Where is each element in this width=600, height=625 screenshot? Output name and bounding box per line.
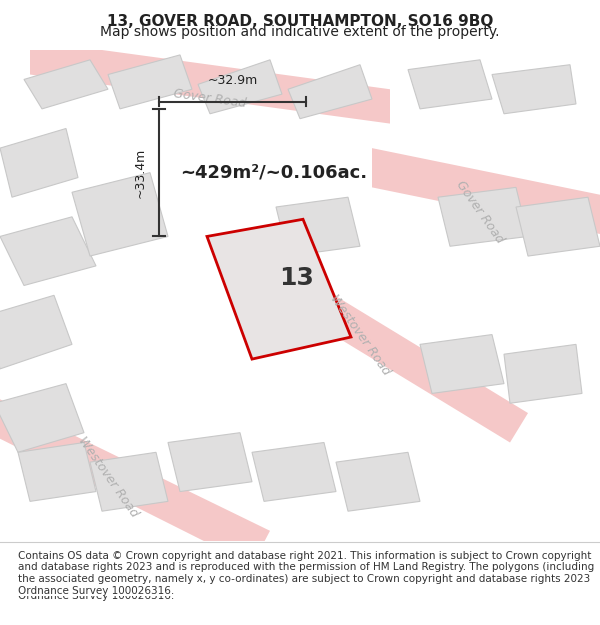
Polygon shape bbox=[492, 65, 576, 114]
Text: Gover Road: Gover Road bbox=[173, 88, 247, 111]
Polygon shape bbox=[288, 65, 372, 119]
Polygon shape bbox=[0, 394, 270, 565]
Polygon shape bbox=[0, 295, 72, 369]
Text: ~429m²/~0.106ac.: ~429m²/~0.106ac. bbox=[180, 164, 367, 182]
Polygon shape bbox=[0, 384, 84, 452]
Polygon shape bbox=[108, 55, 192, 109]
Polygon shape bbox=[420, 334, 504, 394]
Polygon shape bbox=[168, 432, 252, 491]
Polygon shape bbox=[207, 219, 351, 359]
Polygon shape bbox=[252, 442, 336, 501]
Polygon shape bbox=[72, 173, 168, 256]
Polygon shape bbox=[516, 198, 600, 256]
Polygon shape bbox=[18, 442, 96, 501]
Text: Westover Road: Westover Road bbox=[328, 292, 392, 378]
Text: 13, GOVER ROAD, SOUTHAMPTON, SO16 9BQ: 13, GOVER ROAD, SOUTHAMPTON, SO16 9BQ bbox=[107, 14, 493, 29]
Polygon shape bbox=[90, 452, 168, 511]
Polygon shape bbox=[438, 188, 528, 246]
Polygon shape bbox=[24, 60, 108, 109]
Text: ~32.9m: ~32.9m bbox=[208, 74, 257, 87]
Text: Map shows position and indicative extent of the property.: Map shows position and indicative extent… bbox=[100, 25, 500, 39]
Polygon shape bbox=[276, 198, 360, 256]
Text: ~33.4m: ~33.4m bbox=[134, 148, 147, 198]
Polygon shape bbox=[30, 40, 390, 124]
Polygon shape bbox=[372, 148, 600, 236]
Polygon shape bbox=[228, 241, 528, 442]
Text: 13: 13 bbox=[279, 266, 314, 290]
Polygon shape bbox=[336, 452, 420, 511]
Text: Contains OS data © Crown copyright and database right 2021. This information is : Contains OS data © Crown copyright and d… bbox=[18, 551, 594, 596]
Text: Contains OS data © Crown copyright and database right 2021. This information is : Contains OS data © Crown copyright and d… bbox=[18, 556, 594, 601]
Polygon shape bbox=[198, 60, 282, 114]
Polygon shape bbox=[0, 129, 78, 198]
Polygon shape bbox=[0, 217, 96, 286]
Polygon shape bbox=[408, 60, 492, 109]
Text: Westover Road: Westover Road bbox=[76, 434, 140, 519]
Polygon shape bbox=[504, 344, 582, 403]
Text: Gover Road: Gover Road bbox=[454, 178, 506, 246]
